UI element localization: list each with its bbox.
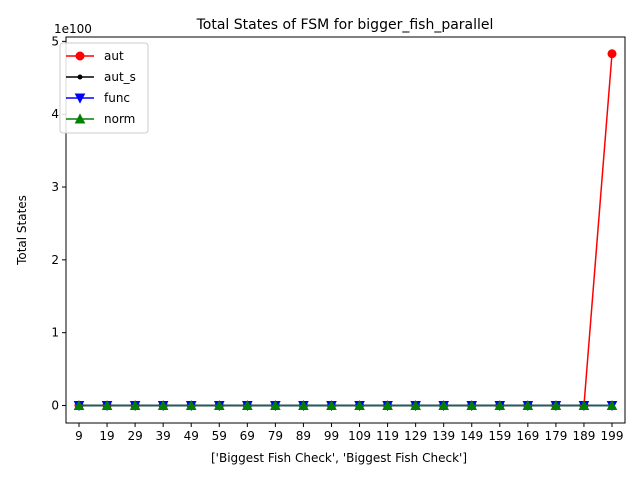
data-point — [326, 399, 337, 411]
x-tick-label: 119 — [376, 429, 399, 443]
data-point — [270, 399, 281, 411]
x-tick-label: 179 — [544, 429, 567, 443]
y-tick-label: 3 — [51, 180, 59, 194]
legend-label: aut — [104, 49, 124, 63]
y-tick-label: 1 — [51, 326, 59, 340]
x-tick-label: 139 — [432, 429, 455, 443]
series-layer — [73, 49, 618, 412]
legend-marker — [75, 51, 85, 61]
y-tick-label: 0 — [51, 399, 59, 413]
x-axis-label: ['Biggest Fish Check', 'Biggest Fish Che… — [211, 451, 467, 465]
legend-marker — [74, 113, 86, 124]
x-tick-label: 99 — [324, 429, 339, 443]
x-tick-label: 19 — [99, 429, 114, 443]
legend-box — [59, 42, 149, 134]
legend-marker — [77, 74, 83, 80]
x-tick-label: 169 — [516, 429, 539, 443]
legend-label: func — [104, 91, 130, 105]
x-tick-label: 29 — [127, 429, 142, 443]
data-point — [382, 399, 393, 411]
data-point — [354, 399, 365, 411]
data-point — [129, 399, 141, 411]
legend-entry: func — [66, 91, 130, 105]
y-axis-offset-label: 1e100 — [54, 22, 92, 36]
data-point — [466, 399, 478, 411]
x-tick-label: 49 — [184, 429, 199, 443]
x-tick-label: 79 — [268, 429, 283, 443]
data-point — [550, 399, 562, 411]
legend-label: norm — [104, 112, 135, 126]
data-point — [438, 399, 450, 411]
data-point — [298, 399, 309, 411]
x-tick-label: 59 — [212, 429, 227, 443]
legend-entry: norm — [66, 112, 135, 126]
data-point — [185, 399, 197, 411]
data-point — [241, 399, 253, 411]
x-tick-label: 189 — [572, 429, 595, 443]
data-point — [73, 399, 85, 411]
y-tick-label: 2 — [51, 253, 59, 267]
data-point — [410, 399, 421, 411]
data-point — [157, 399, 169, 411]
x-tick-label: 9 — [75, 429, 83, 443]
legend-entry: aut_s — [66, 70, 136, 84]
data-point — [578, 399, 590, 411]
x-tick-label: 39 — [156, 429, 171, 443]
data-point — [606, 399, 618, 411]
x-tick-label: 199 — [601, 429, 624, 443]
legend-entry: aut — [66, 49, 124, 63]
x-tick-label: 69 — [240, 429, 255, 443]
y-tick-label: 4 — [51, 107, 59, 121]
x-tick-label: 89 — [296, 429, 311, 443]
chart-title: Total States of FSM for bigger_fish_para… — [196, 17, 494, 33]
legend-label: aut_s — [104, 70, 136, 84]
data-point — [101, 399, 113, 411]
legend-marker — [74, 93, 86, 104]
axis-ticks: 9 19 29 39 49 59 69 79 89 99 109 119 129 139 149 159 169… — [51, 34, 623, 443]
y-tick-label: 5 — [51, 34, 59, 48]
x-tick-label: 129 — [404, 429, 427, 443]
x-tick-label: 149 — [460, 429, 483, 443]
series-aut — [74, 49, 617, 411]
y-axis-label: Total States — [15, 195, 29, 266]
series-norm — [73, 399, 618, 411]
data-point — [522, 399, 534, 411]
x-tick-label: 159 — [488, 429, 511, 443]
data-point — [607, 49, 617, 59]
series-line — [79, 53, 613, 407]
plot-area: 9 19 29 39 49 59 69 79 89 99 109 119 129 139 149 159 169… — [51, 34, 626, 443]
x-tick-label: 109 — [348, 429, 371, 443]
data-point — [494, 399, 506, 411]
plot-frame — [65, 36, 626, 424]
data-point — [213, 399, 225, 411]
